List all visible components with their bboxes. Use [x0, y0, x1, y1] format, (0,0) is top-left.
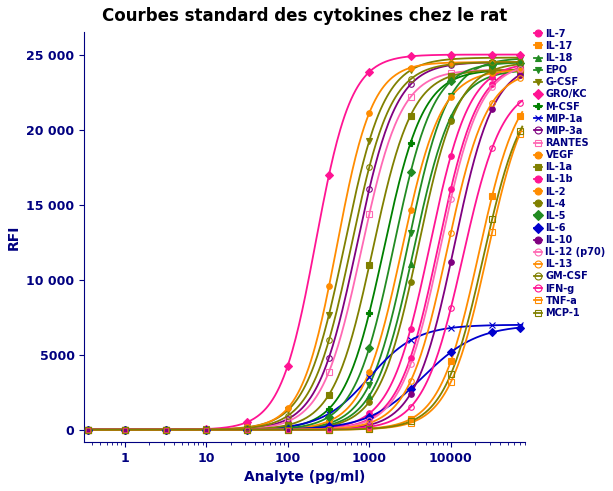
Title: Courbes standard des cytokines chez le rat: Courbes standard des cytokines chez le r… — [102, 7, 507, 25]
Y-axis label: RFI: RFI — [7, 224, 21, 249]
X-axis label: Analyte (pg/ml): Analyte (pg/ml) — [244, 470, 365, 484]
Legend: IL-7, IL-17, IL-18, EPO, G-CSF, GRO/KC, M-CSF, MIP-1a, MIP-3a, RANTES, VEGF, IL-: IL-7, IL-17, IL-18, EPO, G-CSF, GRO/KC, … — [534, 28, 606, 318]
